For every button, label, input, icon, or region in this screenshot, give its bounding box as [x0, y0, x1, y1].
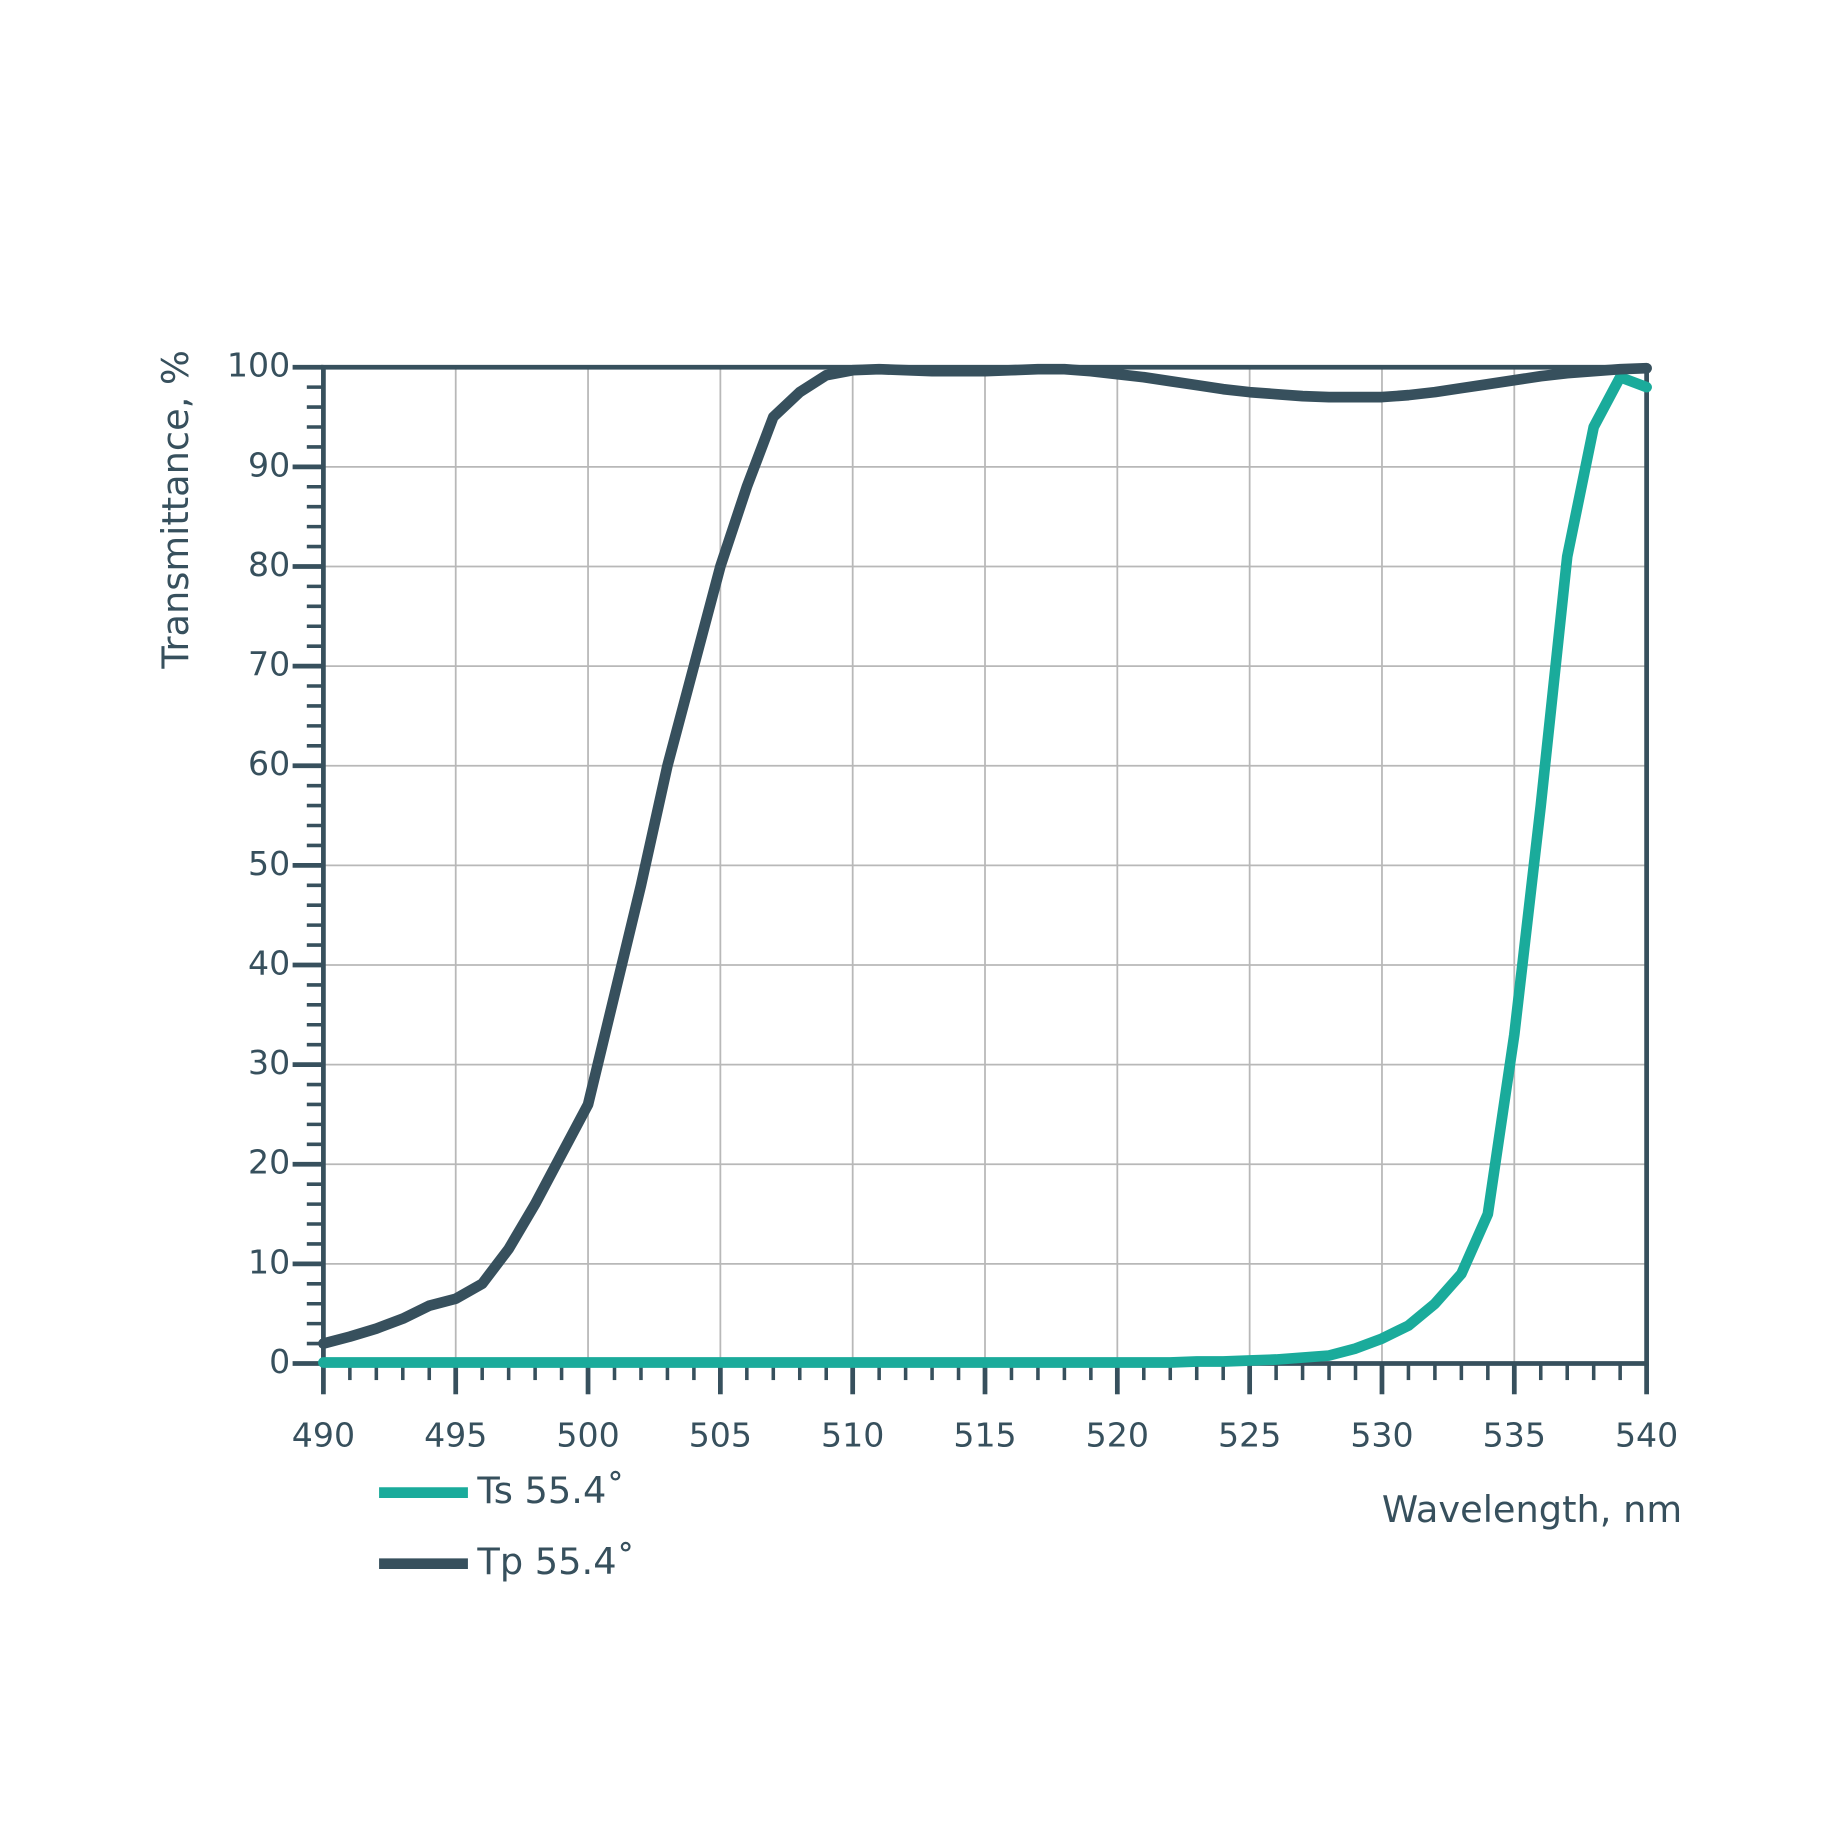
y-tick-label: 50 — [248, 844, 290, 883]
legend-label: Tp 55.4˚ — [476, 1540, 635, 1583]
data-line — [318, 362, 1652, 1349]
x-tick-label: 505 — [689, 1415, 752, 1454]
x-tick-label: 530 — [1350, 1415, 1413, 1454]
y-tick-label: 80 — [248, 545, 290, 584]
y-tick-label: 70 — [248, 645, 290, 684]
x-tick-label: 525 — [1218, 1415, 1281, 1454]
y-tick-label: 0 — [269, 1342, 290, 1381]
x-tick-label: 515 — [953, 1415, 1016, 1454]
x-tick-label: 495 — [424, 1415, 487, 1454]
y-tick-label: 100 — [227, 346, 290, 385]
y-tick-label: 10 — [248, 1242, 290, 1281]
data-line — [318, 371, 1652, 1368]
y-tick-label: 20 — [248, 1143, 290, 1182]
x-tick-label: 510 — [821, 1415, 884, 1454]
y-tick-label: 30 — [248, 1043, 290, 1082]
y-tick-label: 60 — [248, 744, 290, 783]
y-axis-title: Transmittance, % — [154, 350, 197, 670]
x-axis-title: Wavelength, nm — [1382, 1488, 1682, 1531]
legend-label: Ts 55.4˚ — [476, 1469, 624, 1512]
x-tick-label: 520 — [1086, 1415, 1149, 1454]
x-tick-label: 490 — [292, 1415, 355, 1454]
x-tick-label: 540 — [1615, 1415, 1678, 1454]
x-tick-label: 535 — [1483, 1415, 1546, 1454]
y-tick-label: 40 — [248, 943, 290, 982]
y-tick-label: 90 — [248, 445, 290, 484]
x-tick-label: 500 — [556, 1415, 619, 1454]
